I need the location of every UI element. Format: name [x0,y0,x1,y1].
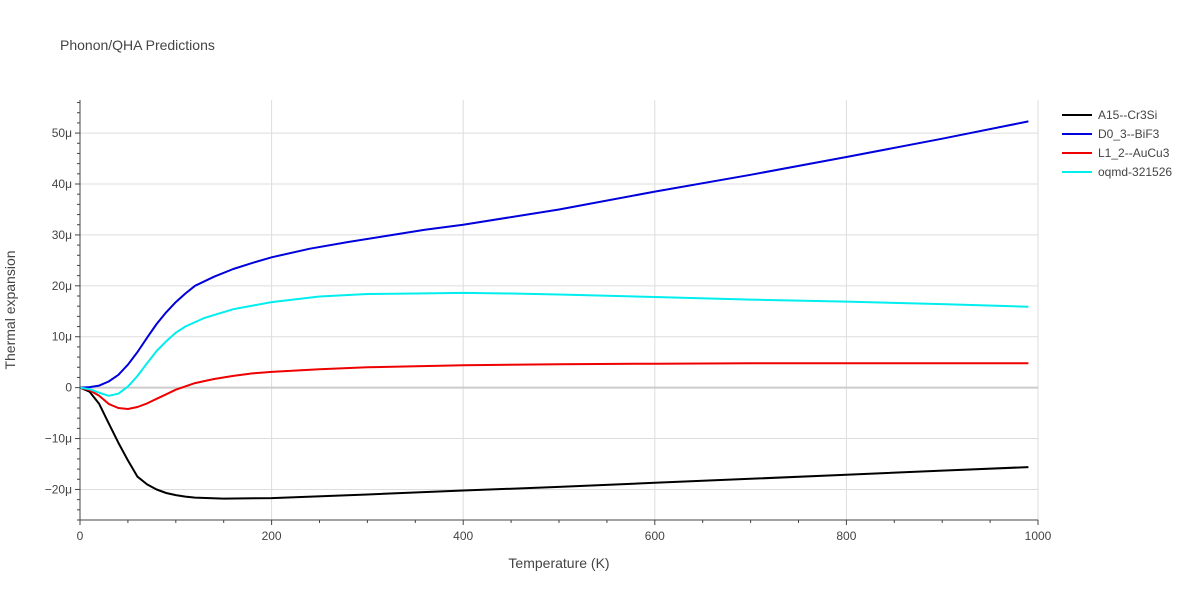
y-tick-label: 30μ [52,228,72,242]
x-tick-label: 200 [262,529,282,543]
legend-item[interactable]: D0_3--BiF3 [1062,127,1160,141]
y-tick-label: 10μ [52,330,72,344]
legend-item[interactable]: L1_2--AuCu3 [1062,146,1170,160]
axes [79,100,1038,521]
y-tick-label: 0 [65,381,72,395]
x-tick-label: 0 [77,529,84,543]
legend-label: oqmd-321526 [1098,165,1172,179]
series-line[interactable] [79,386,1029,500]
y-tick-label: 20μ [52,279,72,293]
legend-label: D0_3--BiF3 [1098,127,1160,141]
x-axis-title: Temperature (K) [508,555,609,571]
legend-label: L1_2--AuCu3 [1098,146,1170,160]
y-tick-label: −10μ [45,432,72,446]
series-line[interactable] [79,362,1029,410]
x-tick-label: 600 [645,529,665,543]
series-line[interactable] [79,291,1029,397]
y-tick-label: 40μ [52,177,72,191]
y-tick-label: 50μ [52,126,72,140]
y-tick-label: −20μ [45,482,72,496]
legend[interactable]: A15--Cr3Si D0_3--BiF3 L1_2--AuCu3 oqmd-3215… [1062,108,1172,179]
series-lines [79,120,1029,500]
legend-item[interactable]: A15--Cr3Si [1062,108,1157,122]
chart-title: Phonon/QHA Predictions [60,37,215,53]
legend-item[interactable]: oqmd-321526 [1062,165,1172,179]
series-line[interactable] [79,120,1029,389]
y-tick-labels: −20μ −10μ 0 10μ 20μ 30μ 40μ 50μ [45,126,73,496]
y-axis-title: Thermal expansion [2,250,18,369]
x-tick-label: 1000 [1025,529,1052,543]
x-tick-labels: 0 200 400 600 800 1000 [77,529,1052,543]
legend-label: A15--Cr3Si [1098,108,1157,122]
x-tick-label: 800 [836,529,856,543]
x-tick-label: 400 [453,529,473,543]
gridlines [80,100,1039,520]
